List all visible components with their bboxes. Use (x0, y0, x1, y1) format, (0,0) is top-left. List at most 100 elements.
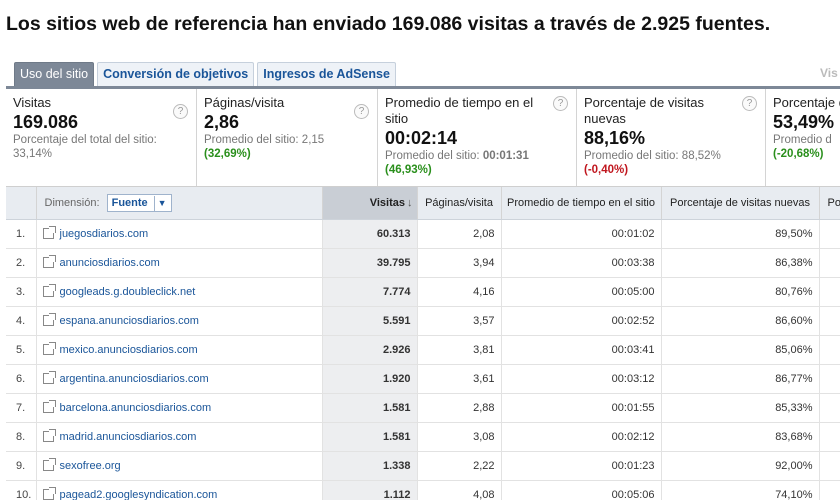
dimension-selector[interactable]: Fuente ▼ (106, 193, 172, 212)
sort-arrow-icon: ↓ (407, 196, 413, 209)
pages-per-visit-cell: 3,57 (417, 306, 502, 336)
visits-cell: 5.591 (322, 306, 418, 336)
more-cell (819, 335, 840, 365)
source-link[interactable]: madrid.anunciosdiarios.com (59, 430, 197, 443)
new-visits-cell: 89,50% (661, 219, 820, 249)
header-visitas-nuevas[interactable]: Porcentaje de visitas nuevas (661, 187, 820, 220)
source-link[interactable]: pagead2.googlesyndication.com (59, 488, 218, 500)
table-body: 1. juegosdiarios.com 60.313 2,08 00:01:02 89,… (6, 219, 840, 500)
dimension-value: Fuente (111, 196, 148, 209)
header-paginas-visita[interactable]: Páginas/visita (417, 187, 502, 220)
scorecard-value: 00:02:14 (385, 128, 458, 148)
tab-ingresos-adsense[interactable]: Ingresos de AdSense (257, 62, 396, 86)
report-table: Dimensión: Fuente ▼ Visitas ↓ Páginas/visi… (6, 187, 840, 500)
avg-time-cell: 00:01:23 (501, 451, 662, 481)
source-cell: mexico.anunciosdiarios.com (36, 335, 323, 365)
source-link[interactable]: juegosdiarios.com (59, 227, 149, 240)
visits-cell: 1.581 (322, 393, 418, 423)
external-link-icon[interactable] (42, 399, 56, 413)
visits-cell: 1.581 (322, 422, 418, 452)
table-row: 9. sexofree.org 1.338 2,22 00:01:23 92,00% (6, 451, 840, 481)
table-row: 2. anunciosdiarios.com 39.795 3,94 00:03:38 8… (6, 248, 840, 278)
help-icon[interactable]: ? (173, 104, 188, 119)
chevron-down-icon: ▼ (153, 195, 167, 211)
external-link-icon[interactable] (42, 370, 56, 384)
table-row: 8. madrid.anunciosdiarios.com 1.581 3,08 00:… (6, 422, 840, 452)
scorecard-value: 53,49% (773, 112, 835, 132)
more-cell (819, 219, 840, 249)
more-cell (819, 306, 840, 336)
help-icon[interactable]: ? (553, 96, 568, 111)
visits-cell: 1.920 (322, 364, 418, 394)
scorecard-porcentaje-rebote: Porcentaje d 53,49% Promedio d (-20,68%) (766, 89, 840, 186)
source-link[interactable]: anunciosdiarios.com (59, 256, 160, 269)
visits-cell: 1.112 (322, 480, 418, 500)
scorecard-promedio-tiempo: ? Promedio de tiempo en el sitio 00:02:1… (378, 89, 577, 186)
dimension-label: Dimensión: (44, 196, 100, 209)
scorecard-paginas-visita: ? Páginas/visita 2,86 Promedio del sitio… (197, 89, 378, 186)
new-visits-cell: 83,68% (661, 422, 820, 452)
scorecard-title: Promedio de tiempo en el sitio (385, 95, 534, 126)
pages-per-visit-cell: 2,88 (417, 393, 502, 423)
scorecard-title: Visitas (13, 95, 52, 110)
external-link-icon[interactable] (42, 341, 56, 355)
scorecard-delta: (-20,68%) (773, 148, 824, 160)
tabs-divider (6, 86, 840, 89)
source-link[interactable]: googleads.g.doubleclick.net (59, 285, 196, 298)
header-index (6, 187, 37, 220)
table-row: 1. juegosdiarios.com 60.313 2,08 00:01:02 89,… (6, 219, 840, 249)
source-cell: anunciosdiarios.com (36, 248, 323, 278)
more-cell (819, 480, 840, 500)
help-icon[interactable]: ? (742, 96, 757, 111)
tab-uso-del-sitio[interactable]: Uso del sitio (14, 62, 95, 86)
pages-per-visit-cell: 2,08 (417, 219, 502, 249)
pages-per-visit-cell: 3,81 (417, 335, 502, 365)
visits-cell: 1.338 (322, 451, 418, 481)
visits-cell: 60.313 (322, 219, 418, 249)
table-row: 4. espana.anunciosdiarios.com 5.591 3,57 00:… (6, 306, 840, 336)
more-cell (819, 451, 840, 481)
source-link[interactable]: sexofree.org (59, 459, 121, 472)
new-visits-cell: 74,10% (661, 480, 820, 500)
external-link-icon[interactable] (42, 486, 56, 500)
header-promedio-tiempo[interactable]: Promedio de tiempo en el sitio (501, 187, 662, 220)
header-visitas-label: Visitas (369, 196, 405, 209)
header-visitas[interactable]: Visitas ↓ (322, 187, 418, 220)
source-cell: googleads.g.doubleclick.net (36, 277, 323, 307)
scorecard-subtitle: Promedio del sitio: 88,52% (584, 150, 721, 162)
source-cell: espana.anunciosdiarios.com (36, 306, 323, 336)
external-link-icon[interactable] (42, 254, 56, 268)
more-cell (819, 248, 840, 278)
scorecard-row: ? Visitas 169.086 Porcentaje del total d… (6, 89, 840, 187)
row-index: 4. (6, 306, 37, 336)
scorecard-delta: (32,69%) (204, 148, 251, 160)
more-cell (819, 422, 840, 452)
scorecard-subtitle: Promedio del sitio: 2,15 (204, 134, 325, 146)
table-row: 3. googleads.g.doubleclick.net 7.774 4,16 00… (6, 277, 840, 307)
header-more[interactable]: Po (819, 187, 840, 220)
new-visits-cell: 80,76% (661, 277, 820, 307)
source-link[interactable]: espana.anunciosdiarios.com (59, 314, 199, 327)
external-link-icon[interactable] (42, 225, 56, 239)
external-link-icon[interactable] (42, 457, 56, 471)
more-cell (819, 393, 840, 423)
visits-cell: 2.926 (322, 335, 418, 365)
source-link[interactable]: mexico.anunciosdiarios.com (59, 343, 198, 356)
source-cell: barcelona.anunciosdiarios.com (36, 393, 323, 423)
new-visits-cell: 86,38% (661, 248, 820, 278)
source-link[interactable]: barcelona.anunciosdiarios.com (59, 401, 212, 414)
new-visits-cell: 85,06% (661, 335, 820, 365)
avg-time-cell: 00:01:02 (501, 219, 662, 249)
scorecard-delta: (46,93%) (385, 164, 432, 176)
view-options-link[interactable]: Vis (820, 66, 838, 80)
help-icon[interactable]: ? (354, 104, 369, 119)
visits-cell: 7.774 (322, 277, 418, 307)
external-link-icon[interactable] (42, 312, 56, 326)
scorecard-value: 88,16% (584, 128, 646, 148)
avg-time-cell: 00:05:06 (501, 480, 662, 500)
external-link-icon[interactable] (42, 428, 56, 442)
table-row: 10. pagead2.googlesyndication.com 1.112 4,0… (6, 480, 840, 500)
external-link-icon[interactable] (42, 283, 56, 297)
source-link[interactable]: argentina.anunciosdiarios.com (59, 372, 209, 385)
tab-conversion-objetivos[interactable]: Conversión de objetivos (97, 62, 255, 86)
